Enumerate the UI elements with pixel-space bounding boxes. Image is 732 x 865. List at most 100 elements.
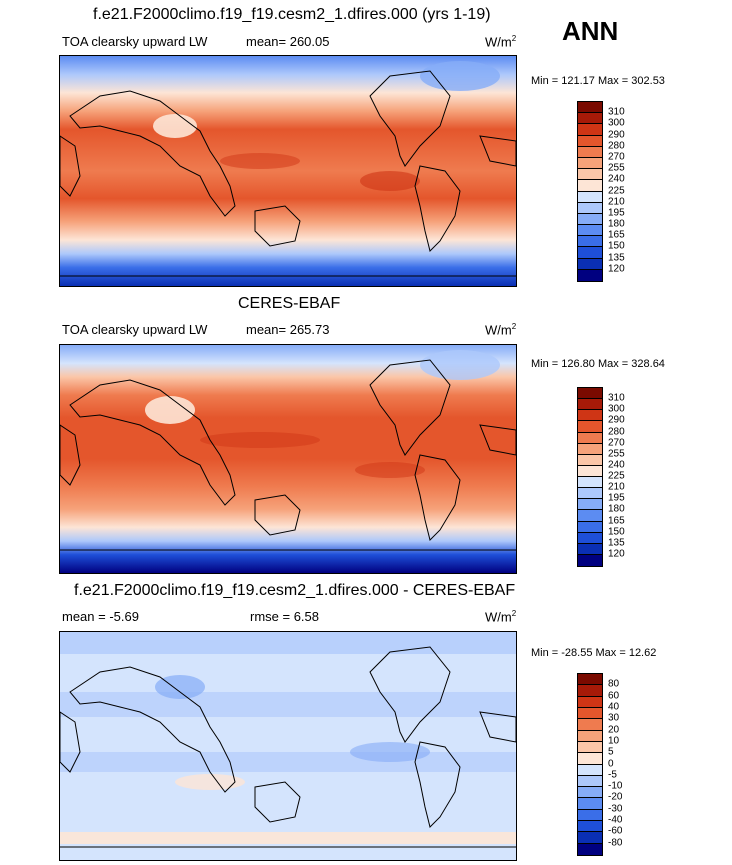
colorbar-swatch (578, 146, 602, 158)
colorbar-tick-label: 10 (608, 735, 620, 747)
colorbar-swatch (578, 236, 602, 248)
colorbar-tick-label: 290 (608, 414, 625, 426)
panel1-mean-label: mean= 260.05 (246, 34, 330, 49)
colorbar-swatch (578, 465, 602, 477)
colorbar-tick-label: 225 (608, 185, 625, 196)
colorbar-swatch (578, 477, 602, 489)
colorbar-swatch (578, 821, 602, 833)
panel3-mean-label: mean = -5.69 (62, 609, 139, 624)
colorbar-tick-label: -30 (608, 803, 623, 815)
colorbar-swatch (578, 674, 602, 686)
colorbar-tick-label: 120 (608, 263, 625, 275)
colorbar-swatch (578, 809, 602, 822)
panel3-colorbar (577, 673, 603, 856)
colorbar-swatch (578, 247, 602, 259)
panel3-title: f.e21.F2000climo.f19_f19.cesm2_1.dfires.… (74, 582, 516, 599)
colorbar-tick-label: 280 (608, 140, 625, 152)
colorbar-tick-label: 180 (608, 218, 625, 230)
colorbar-swatch (578, 180, 602, 192)
colorbar-tick-label: 280 (608, 426, 625, 437)
colorbar-swatch (578, 741, 602, 754)
colorbar-tick-label: -80 (608, 837, 623, 849)
colorbar-swatch (578, 410, 602, 422)
colorbar-swatch (578, 832, 602, 844)
colorbar-swatch (578, 764, 602, 776)
colorbar-swatch (578, 124, 602, 136)
colorbar-tick-label: 255 (608, 448, 625, 460)
colorbar-swatch (578, 454, 602, 466)
colorbar-tick-label: 240 (608, 173, 625, 185)
panel1-units: W/m2 (485, 34, 517, 50)
colorbar-tick-label: 180 (608, 503, 625, 515)
colorbar-tick-label: 120 (608, 548, 625, 560)
panel2-variable-label: TOA clearsky upward LW (62, 322, 208, 337)
colorbar-tick-label: -40 (608, 814, 623, 826)
colorbar-swatch (578, 202, 602, 214)
colorbar-tick-label: 165 (608, 229, 625, 241)
colorbar-swatch (578, 258, 602, 270)
colorbar-tick-label: 0 (608, 758, 614, 769)
colorbar-swatch (578, 432, 602, 444)
colorbar-tick-label: -20 (608, 791, 623, 803)
panel1-title: f.e21.F2000climo.f19_f19.cesm2_1.dfires.… (93, 6, 491, 23)
colorbar-swatch (578, 510, 602, 522)
colorbar-swatch (578, 388, 602, 400)
panel2-colorbar (577, 387, 603, 567)
colorbar-tick-label: 20 (608, 724, 620, 736)
colorbar-swatch (578, 730, 602, 742)
colorbar-swatch (578, 554, 602, 566)
panel1-map (59, 55, 517, 287)
colorbar-tick-label: 165 (608, 515, 625, 526)
colorbar-swatch (578, 787, 602, 799)
colorbar-tick-label: 40 (608, 701, 620, 713)
panel3-units: W/m2 (485, 609, 517, 625)
colorbar-swatch (578, 225, 602, 237)
colorbar-tick-label: 225 (608, 470, 625, 482)
colorbar-swatch (578, 443, 602, 455)
colorbar-swatch (578, 521, 602, 533)
colorbar-tick-label: 270 (608, 437, 625, 449)
colorbar-tick-label: -60 (608, 825, 623, 837)
colorbar-tick-label: 60 (608, 690, 620, 702)
colorbar-swatch (578, 707, 602, 720)
colorbar-tick-label: 150 (608, 240, 625, 252)
colorbar-swatch (578, 543, 602, 555)
colorbar-swatch (578, 135, 602, 147)
colorbar-tick-label: 195 (608, 207, 625, 219)
colorbar-tick-label: 300 (608, 117, 625, 129)
colorbar-swatch (578, 798, 602, 810)
colorbar-swatch (578, 775, 602, 788)
panel2-mean-label: mean= 265.73 (246, 322, 330, 337)
colorbar-swatch (578, 213, 602, 226)
colorbar-swatch (578, 499, 602, 511)
colorbar-tick-label: 195 (608, 492, 625, 504)
colorbar-tick-label: -10 (608, 780, 623, 792)
colorbar-tick-label: 310 (608, 392, 625, 404)
panel3-map (59, 631, 517, 861)
colorbar-swatch (578, 191, 602, 203)
colorbar-tick-label: 150 (608, 526, 625, 538)
panel2-title: CERES-EBAF (238, 295, 341, 312)
colorbar-tick-label: 300 (608, 403, 625, 415)
colorbar-swatch (578, 399, 602, 411)
panel3-rmse-label: rmse = 6.58 (250, 609, 320, 624)
colorbar-tick-label: 135 (608, 252, 625, 264)
colorbar-swatch (578, 269, 602, 281)
colorbar-swatch (578, 421, 602, 433)
colorbar-tick-label: 240 (608, 459, 625, 471)
colorbar-swatch (578, 843, 602, 855)
panel1-minmax: Min = 121.17 Max = 302.53 (531, 75, 665, 87)
colorbar-swatch (578, 113, 602, 125)
colorbar-swatch (578, 102, 602, 114)
colorbar-swatch (578, 169, 602, 181)
panel1-variable-label: TOA clearsky upward LW (62, 34, 208, 49)
colorbar-swatch (578, 685, 602, 697)
colorbar-swatch (578, 157, 602, 170)
colorbar-swatch (578, 488, 602, 500)
colorbar-tick-label: 210 (608, 196, 625, 208)
panel3-minmax: Min = -28.55 Max = 12.62 (531, 647, 657, 659)
colorbar-swatch (578, 753, 602, 765)
colorbar-tick-label: 270 (608, 151, 625, 163)
colorbar-tick-label: 255 (608, 162, 625, 174)
colorbar-tick-label: 30 (608, 712, 620, 724)
